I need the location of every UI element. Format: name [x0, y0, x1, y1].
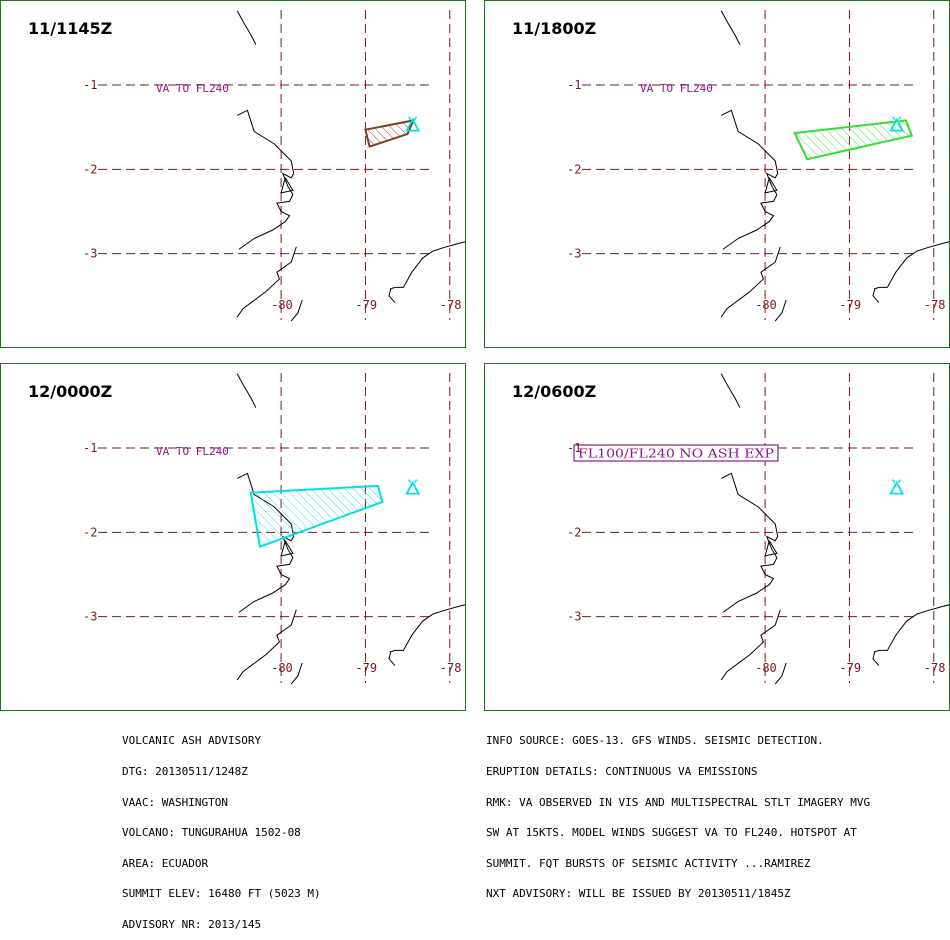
longitude-tick-label: -80 [755, 661, 777, 675]
altitude-label-group: FL100/FL240 NO ASH EXP [574, 445, 778, 461]
advisory-line: NXT ADVISORY: WILL BE ISSUED BY 20130511… [486, 889, 870, 899]
panel-frame [485, 1, 950, 348]
latitude-tick-label: -1 [567, 441, 581, 455]
panel-title: 12/0000Z [28, 382, 112, 401]
longitude-tick-label: -78 [924, 298, 946, 312]
panel-frame [1, 1, 466, 348]
latitude-tick-label: -2 [567, 162, 581, 176]
latitude-tick-label: -1 [83, 441, 97, 455]
latitude-tick-label: -2 [83, 525, 97, 539]
advisory-remarks-text: INFO SOURCE: GOES-13. GFS WINDS. SEISMIC… [486, 716, 870, 910]
advisory-line: INFO SOURCE: GOES-13. GFS WINDS. SEISMIC… [486, 736, 870, 746]
advisory-line: RMK: VA OBSERVED IN VIS AND MULTISPECTRA… [486, 798, 870, 808]
longitude-tick-label: -78 [440, 661, 462, 675]
advisory-line: ADVISORY NR: 2013/145 [122, 920, 321, 930]
advisory-graphic: VA TO FL240 -80-79-78-77-1-2-3 11/1145Z … [0, 0, 950, 812]
latitude-tick-label: -1 [567, 78, 581, 92]
forecast-panel-3: VA TO FL240 -80-79-78-77-1-2-3 12/0000Z [1, 364, 567, 711]
advisory-line: VAAC: WASHINGTON [122, 798, 321, 808]
altitude-label-group: VA TO FL240 [156, 445, 229, 458]
altitude-label: VA TO FL240 [156, 445, 229, 458]
longitude-tick-label: -78 [924, 661, 946, 675]
altitude-label-group: VA TO FL240 [640, 82, 713, 95]
altitude-label: VA TO FL240 [640, 82, 713, 95]
forecast-panel-2: VA TO FL240 -80-79-78-77-1-2-3 11/1800Z [485, 1, 950, 348]
altitude-label: VA TO FL240 [156, 82, 229, 95]
advisory-line: VOLCANO: TUNGURAHUA 1502-08 [122, 828, 321, 838]
panel-frame [1, 364, 466, 711]
advisory-line: DTG: 20130511/1248Z [122, 767, 321, 777]
latitude-tick-label: -3 [567, 247, 581, 261]
advisory-line: VOLCANIC ASH ADVISORY [122, 736, 321, 746]
advisory-line: AREA: ECUADOR [122, 859, 321, 869]
altitude-label-group: VA TO FL240 [156, 82, 229, 95]
latitude-tick-label: -3 [83, 610, 97, 624]
panel-frame [485, 364, 950, 711]
advisory-line: ERUPTION DETAILS: CONTINUOUS VA EMISSION… [486, 767, 870, 777]
forecast-panel-4: FL100/FL240 NO ASH EXP -80-79-78-77-1-2-… [485, 364, 950, 711]
longitude-tick-label: -80 [271, 298, 293, 312]
longitude-tick-label: -79 [355, 661, 377, 675]
longitude-tick-label: -80 [755, 298, 777, 312]
longitude-tick-label: -79 [355, 298, 377, 312]
longitude-tick-label: -79 [839, 298, 861, 312]
panel-title: 11/1800Z [512, 19, 596, 38]
advisory-line: SUMMIT ELEV: 16480 FT (5023 M) [122, 889, 321, 899]
advisory-header-text: VOLCANIC ASH ADVISORY DTG: 20130511/1248… [122, 716, 321, 940]
latitude-tick-label: -3 [567, 610, 581, 624]
longitude-tick-label: -78 [440, 298, 462, 312]
panel-title: 12/0600Z [512, 382, 596, 401]
longitude-tick-label: -79 [839, 661, 861, 675]
advisory-line: SUMMIT. FQT BURSTS OF SEISMIC ACTIVITY .… [486, 859, 870, 869]
forecast-panel-1: VA TO FL240 -80-79-78-77-1-2-3 11/1145Z [1, 1, 567, 348]
latitude-tick-label: -3 [83, 247, 97, 261]
latitude-tick-label: -2 [83, 162, 97, 176]
latitude-tick-label: -2 [567, 525, 581, 539]
latitude-tick-label: -1 [83, 78, 97, 92]
advisory-line: SW AT 15KTS. MODEL WINDS SUGGEST VA TO F… [486, 828, 870, 838]
longitude-tick-label: -80 [271, 661, 293, 675]
altitude-label: FL100/FL240 NO ASH EXP [578, 447, 774, 461]
panel-title: 11/1145Z [28, 19, 112, 38]
